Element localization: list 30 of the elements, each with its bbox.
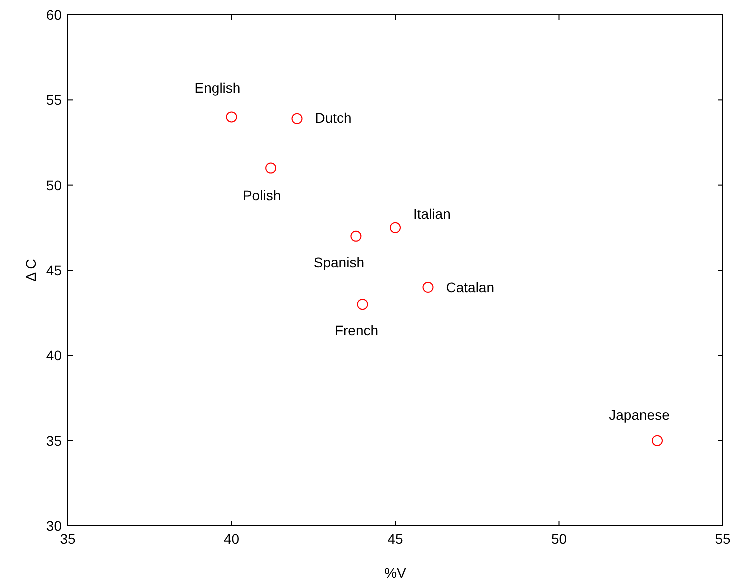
- y-tick-label: 35: [46, 432, 62, 449]
- point: [390, 222, 401, 234]
- x-tick-label: 40: [224, 531, 240, 547]
- point: [652, 435, 663, 446]
- annotation: English: [194, 80, 241, 96]
- point: [357, 299, 368, 310]
- y-tick-label: 40: [46, 348, 62, 364]
- y-tick-label: 55: [46, 92, 62, 108]
- x-tick-label: 55: [715, 531, 731, 547]
- y-tick-label: 45: [46, 262, 62, 278]
- annotation: French: [334, 322, 379, 339]
- x-tick-label: 35: [60, 531, 76, 547]
- annotation: Spanish: [314, 254, 364, 270]
- y-axis-title: Δ C: [23, 259, 39, 282]
- point: [226, 112, 238, 123]
- point: [422, 282, 434, 294]
- annotation: Polish: [242, 187, 282, 204]
- y-tick-label: 50: [46, 177, 62, 194]
- x-axis-title: %V: [384, 565, 408, 581]
- point: [350, 230, 362, 242]
- y-tick-label: 30: [46, 518, 62, 534]
- annotation: Dutch: [315, 110, 352, 126]
- annotation: Japanese: [609, 406, 670, 423]
- annotation: Italian: [414, 206, 451, 222]
- x-tick-label: 50: [551, 531, 568, 547]
- x-tick-label: 45: [388, 531, 404, 547]
- y-tick-label: 60: [46, 7, 62, 23]
- point: [266, 162, 277, 174]
- point: [292, 113, 303, 124]
- annotation: Catalan: [446, 280, 495, 296]
